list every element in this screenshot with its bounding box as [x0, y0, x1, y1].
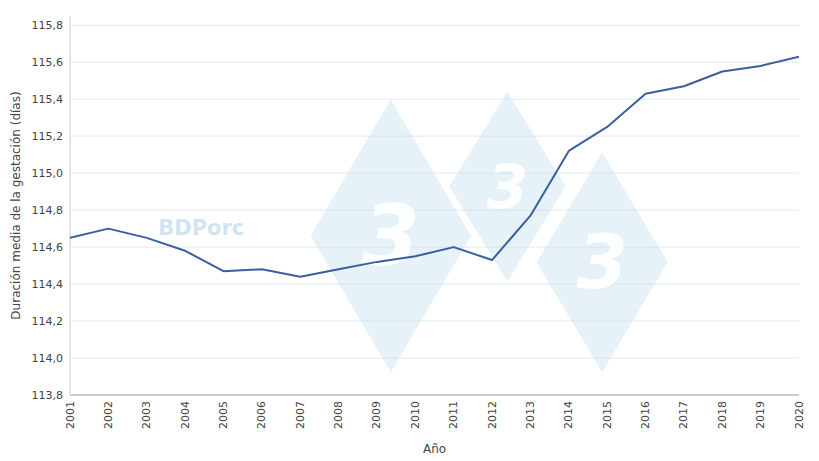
- x-tick-label: 2020: [793, 401, 806, 429]
- x-tick-label: 2013: [524, 401, 537, 429]
- x-tick-label: 2011: [447, 401, 460, 429]
- y-tick-label: 114,4: [32, 278, 64, 291]
- x-axis-line: [70, 395, 799, 396]
- x-tick-label: 2010: [409, 401, 422, 429]
- background: [0, 0, 819, 461]
- plot-area: [70, 57, 799, 277]
- x-tick-label: 2015: [601, 401, 614, 429]
- y-tick-label: 113,8: [32, 389, 64, 402]
- x-tick-label: 2008: [332, 401, 345, 429]
- x-tick-label: 2012: [486, 401, 499, 429]
- y-tick-label: 115,4: [32, 93, 64, 106]
- watermark-number: 3: [487, 152, 529, 222]
- y-tick-label: 115,0: [32, 167, 64, 180]
- y-tick-label: 114,2: [32, 315, 64, 328]
- x-tick-label: 2009: [370, 401, 383, 429]
- data-line: [70, 57, 799, 277]
- x-tick-label: 2001: [64, 401, 77, 429]
- y-axis-label: Duración media de la gestación (días): [9, 91, 23, 319]
- x-tick-label: 2005: [217, 401, 230, 429]
- grid-line: [70, 62, 799, 63]
- grid-line: [70, 25, 799, 26]
- x-axis-label: Año: [423, 442, 446, 456]
- x-ticks: 2001 2002 2003 2004 2005 2006 2007 2008 2009 2010…: [64, 401, 806, 429]
- watermark-text: BDPorc: [158, 216, 244, 240]
- watermarks: 333BDPorc: [158, 92, 668, 372]
- grid-line: [70, 173, 799, 174]
- x-tick-label: 2019: [754, 401, 767, 429]
- x-tick-label: 2014: [562, 401, 575, 429]
- x-tick-label: 2004: [179, 401, 192, 429]
- watermark-number: 3: [576, 219, 628, 305]
- grid-line: [70, 99, 799, 100]
- x-tick-label: 2017: [677, 401, 690, 429]
- chart: 333BDPorc113,8114,0114,2114,4114,6114,81…: [0, 0, 819, 461]
- y-tick-label: 115,2: [32, 130, 64, 143]
- watermark-diamond: [311, 99, 471, 372]
- grid-line: [70, 358, 799, 359]
- y-tick-label: 114,6: [32, 241, 64, 254]
- x-tick-label: 2003: [140, 401, 153, 429]
- x-tick-label: 2006: [255, 401, 268, 429]
- y-tick-label: 115,6: [32, 56, 64, 69]
- y-axis-line: [70, 16, 71, 395]
- y-tick-label: 114,0: [32, 352, 64, 365]
- x-tick-label: 2002: [102, 401, 115, 429]
- y-ticks: 113,8 114,0 114,2 114,4 114,6 114,8 115,0 115,2…: [32, 19, 64, 402]
- x-tick-label: 2007: [294, 401, 307, 429]
- x-tick-label: 2018: [716, 401, 729, 429]
- grid-line: [70, 395, 799, 396]
- watermark-number: 3: [362, 187, 420, 285]
- y-tick-label: 114,8: [32, 204, 64, 217]
- x-tick-label: 2016: [639, 401, 652, 429]
- grid-line: [70, 136, 799, 137]
- grid-line: [70, 321, 799, 322]
- y-tick-label: 115,8: [32, 19, 64, 32]
- grid: [70, 25, 799, 395]
- watermark-diamond: [537, 152, 668, 372]
